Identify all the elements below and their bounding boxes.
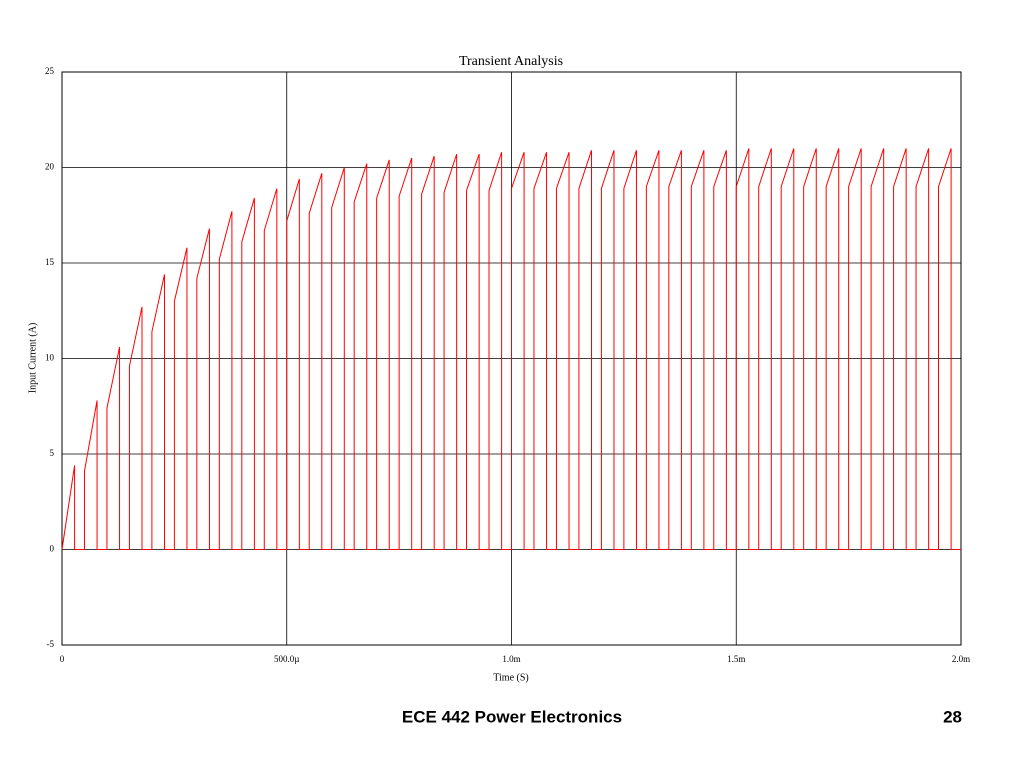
plot-frame <box>61 71 962 646</box>
x-axis-label: Time (S) <box>493 672 528 683</box>
x-tick-label: 1.5m <box>727 654 745 664</box>
x-tick-label: 2.0m <box>952 654 970 664</box>
x-tick-label: 0 <box>60 654 65 664</box>
y-tick-label: 0 <box>50 544 55 554</box>
x-tick-label: 1.0m <box>502 654 520 664</box>
footer-title: ECE 442 Power Electronics <box>402 707 622 726</box>
y-tick-label: 10 <box>45 353 55 363</box>
y-tick-label: 25 <box>45 66 55 76</box>
y-axis-label: Input Current (A) <box>27 323 38 394</box>
page-number: 28 <box>943 707 962 726</box>
y-tick-label: 20 <box>45 162 55 172</box>
x-tick-label: 500.0µ <box>274 654 299 664</box>
y-tick-label: -5 <box>47 639 55 649</box>
data-line <box>61 148 961 550</box>
chart-title: Transient Analysis <box>459 54 563 69</box>
y-tick-label: 15 <box>45 257 55 267</box>
y-tick-label: 5 <box>50 448 55 458</box>
